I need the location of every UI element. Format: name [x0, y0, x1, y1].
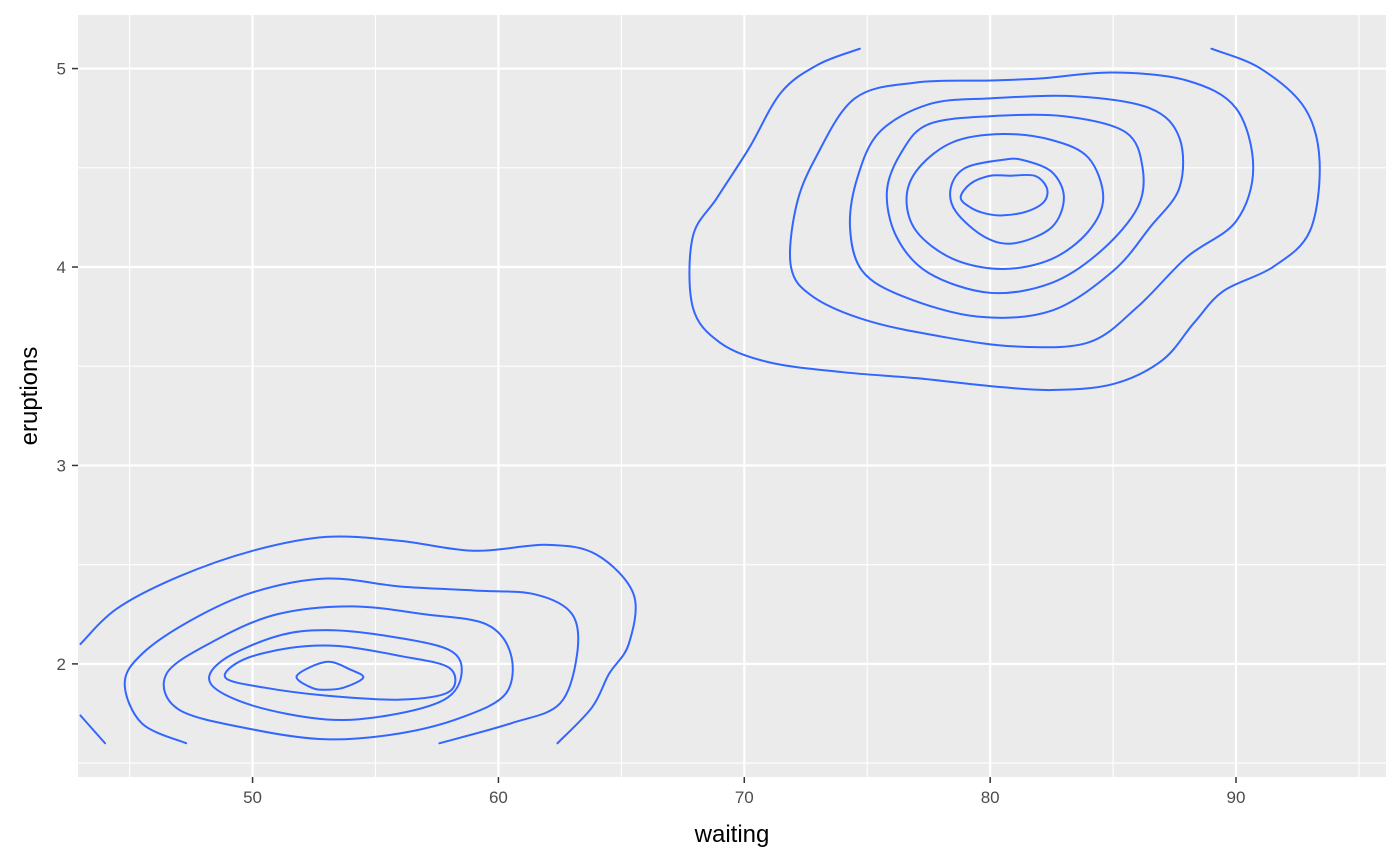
y-axis: 2 3 4 5: [57, 60, 78, 674]
contour-line-upper: [848, 94, 1185, 319]
x-tick-label: 90: [1227, 788, 1246, 807]
contour-lines: [79, 47, 1321, 745]
x-tick-label: 80: [981, 788, 1000, 807]
x-tick-label: 50: [243, 788, 262, 807]
y-tick-label: 5: [57, 60, 66, 79]
contour-line-upper: [905, 133, 1105, 270]
contour-line-lower: [79, 714, 107, 745]
contour-line-lower: [208, 629, 463, 721]
plot-panel: [78, 15, 1386, 777]
y-tick-label: 2: [57, 655, 66, 674]
contour-line-lower: [223, 644, 457, 701]
x-axis: 50 60 70 80 90: [243, 777, 1245, 807]
contour-line-upper: [949, 157, 1065, 245]
contour-line-lower: [123, 577, 580, 745]
contour-line-upper: [688, 47, 1321, 392]
y-tick-label: 3: [57, 456, 66, 475]
y-tick-label: 4: [57, 258, 66, 277]
contour-line-lower: [295, 660, 365, 691]
contour-line-upper: [959, 173, 1049, 217]
x-axis-title: waiting: [694, 821, 770, 848]
x-tick-label: 70: [735, 788, 754, 807]
contour-line-upper: [885, 113, 1145, 295]
grid-major: [78, 15, 1386, 777]
contour-line-lower: [162, 605, 514, 741]
grid-minor: [78, 15, 1386, 777]
x-tick-label: 60: [489, 788, 508, 807]
y-axis-title: eruptions: [16, 347, 43, 446]
contour-line-lower: [79, 535, 637, 745]
contour-line-upper: [788, 71, 1255, 349]
